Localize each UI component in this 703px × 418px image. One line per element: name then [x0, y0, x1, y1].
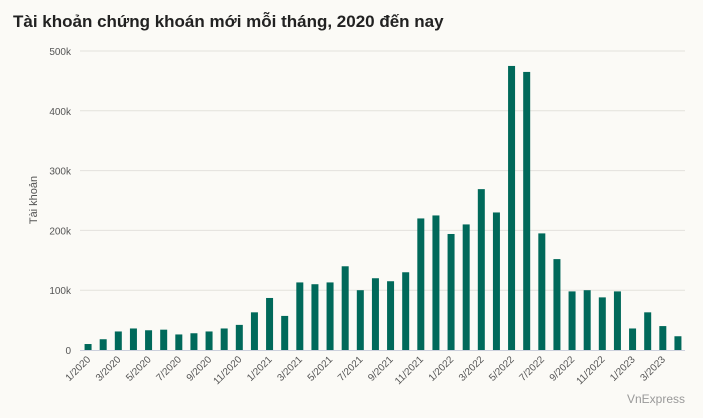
x-tick-label: 11/2020 [212, 354, 245, 387]
chart-title: Tài khoản chứng khoán mới mỗi tháng, 202… [13, 12, 444, 31]
bar-8/2020 [190, 333, 198, 350]
x-tick-label: 5/2021 [306, 354, 336, 384]
bar-5/2021 [326, 282, 334, 350]
bar-12/2022 [613, 291, 621, 350]
bar-6/2022 [523, 71, 531, 351]
x-tick-label: 3/2021 [276, 354, 306, 384]
bar-3/2022 [477, 189, 485, 350]
x-tick-label: 7/2022 [518, 354, 548, 384]
x-tick-label: 3/2023 [639, 354, 669, 384]
y-axis-label: Tài khoản [28, 176, 40, 224]
x-tick-label: 9/2021 [366, 354, 396, 384]
bar-12/2020 [250, 312, 258, 350]
x-tick-label: 9/2020 [185, 354, 215, 384]
bar-4/2020 [129, 328, 137, 350]
bar-1/2021 [266, 297, 274, 350]
bar-11/2022 [598, 297, 606, 350]
bar-3/2020 [114, 331, 122, 350]
bar-6/2021 [341, 266, 349, 350]
bar-7/2020 [175, 334, 183, 350]
x-tick-label: 5/2020 [124, 354, 154, 384]
bar-5/2022 [508, 65, 516, 350]
y-tick-label: 500k [49, 47, 72, 58]
x-tick-label: 9/2022 [548, 354, 578, 384]
bar-1/2020 [84, 344, 92, 350]
bar-6/2020 [160, 329, 168, 350]
bar-8/2021 [371, 278, 379, 350]
x-tick-label: 7/2021 [336, 354, 366, 384]
y-tick-label: 100k [49, 286, 72, 297]
bar-10/2020 [220, 328, 228, 350]
bar-9/2021 [387, 281, 395, 350]
x-tick-label: 7/2020 [155, 354, 185, 384]
bar-9/2020 [205, 331, 213, 350]
bar-2/2021 [281, 315, 289, 350]
bar-9/2022 [568, 291, 576, 350]
x-tick-label: 1/2022 [427, 354, 457, 384]
bar-12/2021 [432, 215, 440, 350]
x-tick-label: 11/2021 [393, 354, 426, 387]
x-tick-label: 1/2023 [608, 354, 638, 384]
y-tick-label: 200k [49, 226, 72, 237]
bar-5/2020 [145, 330, 153, 350]
bar-4/2021 [311, 284, 319, 350]
bar-11/2021 [417, 218, 425, 350]
bar-3/2021 [296, 282, 304, 350]
bar-8/2022 [553, 259, 561, 350]
bar-10/2022 [583, 290, 591, 350]
bar-2/2022 [462, 224, 470, 350]
x-tick-label: 11/2022 [575, 354, 608, 387]
bar-7/2021 [356, 290, 364, 350]
bar-10/2021 [402, 272, 410, 350]
bar-2/2023 [644, 312, 652, 350]
x-tick-label: 5/2022 [487, 354, 517, 384]
bar-7/2022 [538, 233, 546, 350]
bar-3/2023 [659, 326, 667, 350]
x-tick-label: 1/2020 [64, 354, 94, 384]
y-tick-label: 400k [49, 107, 72, 118]
bar-4/2023 [674, 336, 682, 350]
x-tick-label: 3/2020 [94, 354, 124, 384]
y-tick-label: 300k [49, 167, 72, 178]
y-tick-label: 0 [65, 346, 71, 357]
x-tick-label: 3/2022 [457, 354, 487, 384]
bar-11/2020 [235, 324, 243, 350]
source-label: VnExpress [626, 392, 685, 406]
bar-2/2020 [99, 339, 107, 350]
bar-4/2022 [492, 212, 500, 350]
bar-1/2022 [447, 233, 455, 350]
x-tick-label: 1/2021 [245, 354, 275, 384]
bar-1/2023 [629, 328, 637, 350]
